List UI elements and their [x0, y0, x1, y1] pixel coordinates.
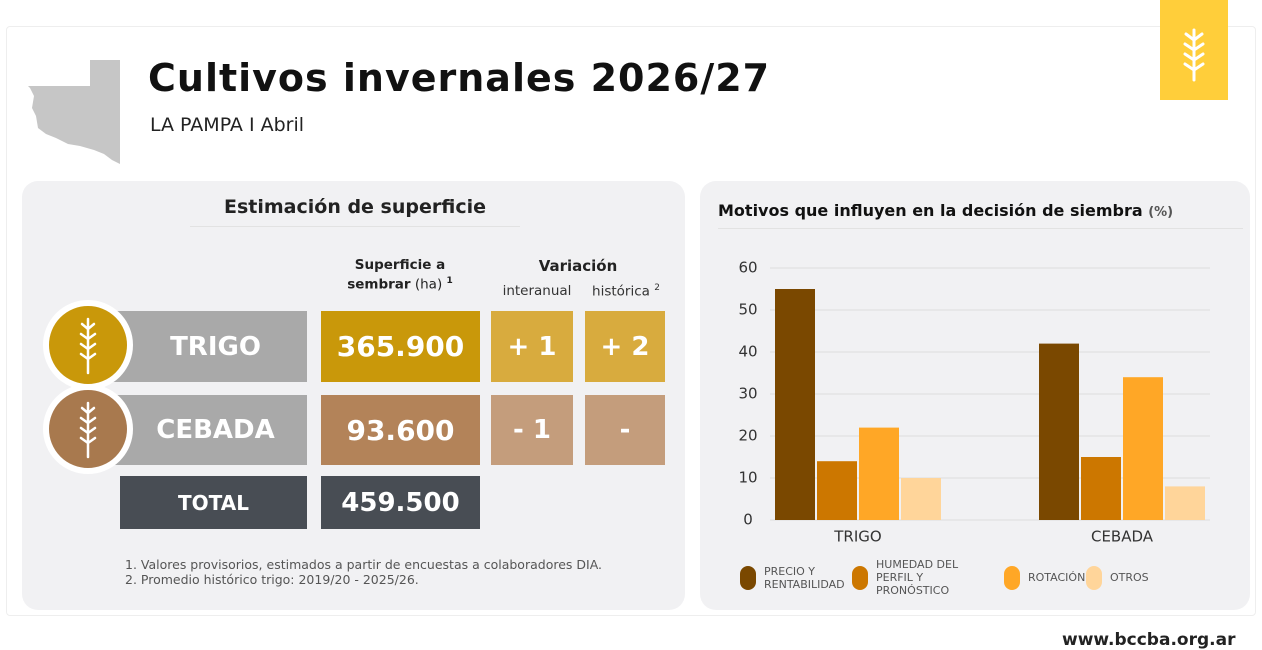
bar [1081, 457, 1121, 520]
legend-swatch [1004, 565, 1020, 590]
variation-value: + 2 [585, 311, 665, 382]
y-tick-label: 50 [738, 301, 757, 319]
bar [817, 461, 857, 520]
footnote: 1. Valores provisorios, estimados a part… [125, 557, 602, 572]
crop-label: TOTAL [120, 476, 307, 529]
legend-label: HUMEDAD DEL PERFIL Y PRONÓSTICO [876, 558, 959, 597]
area-note: 1 [446, 276, 453, 286]
legend-label: PRECIO Y RENTABILIDAD [764, 564, 845, 591]
variation-header: Variación [538, 257, 618, 275]
legend-label: OTROS [1110, 571, 1149, 584]
x-tick-label: TRIGO [833, 528, 881, 546]
area-unit: (ha) [414, 276, 443, 293]
table-title: Estimación de superficie [190, 196, 520, 227]
chart-title-text: Motivos que influyen en la decisión de s… [718, 201, 1143, 220]
legend-swatch [740, 565, 756, 590]
variation-value: - [585, 395, 665, 465]
bar [859, 427, 899, 520]
subtitle: LA PAMPA I Abril [150, 114, 305, 136]
legend-item: ROTACIÓN [1004, 558, 1085, 597]
variation-value: + 1 [491, 311, 573, 382]
bar [901, 478, 941, 520]
legend-label: ROTACIÓN [1028, 571, 1086, 584]
legend-swatch [852, 565, 868, 590]
logo [1160, 0, 1228, 100]
y-tick-label: 60 [738, 259, 757, 277]
area-value: 365.900 [321, 311, 480, 382]
legend-item: PRECIO Y RENTABILIDAD [740, 558, 845, 597]
crop-label: CEBADA [100, 395, 307, 465]
chart-unit: (%) [1148, 205, 1174, 220]
footnote: 2. Promedio histórico trigo: 2019/20 - 2… [125, 572, 419, 587]
title: Cultivos invernales 2026/27 [148, 56, 771, 100]
legend-swatch [1086, 565, 1102, 590]
y-tick-label: 0 [743, 511, 753, 529]
area-header: Superficie a sembrar (ha) 1 [330, 257, 470, 293]
bar [775, 289, 815, 520]
y-tick-label: 20 [738, 427, 757, 445]
y-tick-label: 40 [738, 343, 757, 361]
area-label: Superficie a sembrar [347, 257, 446, 293]
area-value: 93.600 [321, 395, 480, 465]
bar [1039, 343, 1079, 520]
crop-icons [43, 300, 133, 474]
variation-value: - 1 [491, 395, 573, 465]
y-tick-label: 30 [738, 385, 757, 403]
chart-title: Motivos que influyen en la decisión de s… [718, 201, 1243, 229]
area-value: 459.500 [321, 476, 480, 529]
legend: PRECIO Y RENTABILIDAD HUMEDAD DEL PERFIL … [740, 558, 1240, 597]
x-tick-label: CEBADA [1091, 528, 1154, 546]
variation-note: 2 [654, 283, 660, 293]
map-icon [28, 60, 120, 164]
crop-label: TRIGO [100, 311, 307, 382]
legend-item: OTROS [1086, 558, 1149, 597]
footer: www.bccba.org.ar [1062, 630, 1236, 650]
variation-sub-label: histórica [592, 283, 650, 300]
variation-sub: interanual [502, 283, 572, 299]
bar [1123, 377, 1163, 520]
variation-sub: histórica 2 [584, 283, 668, 300]
bar [1165, 486, 1205, 520]
card [6, 26, 1256, 616]
legend-item: HUMEDAD DEL PERFIL Y PRONÓSTICO [852, 558, 992, 597]
chart: 0 10 20 30 40 50 60 TRIGO CEBADA [738, 259, 1210, 546]
y-tick-label: 10 [738, 469, 757, 487]
